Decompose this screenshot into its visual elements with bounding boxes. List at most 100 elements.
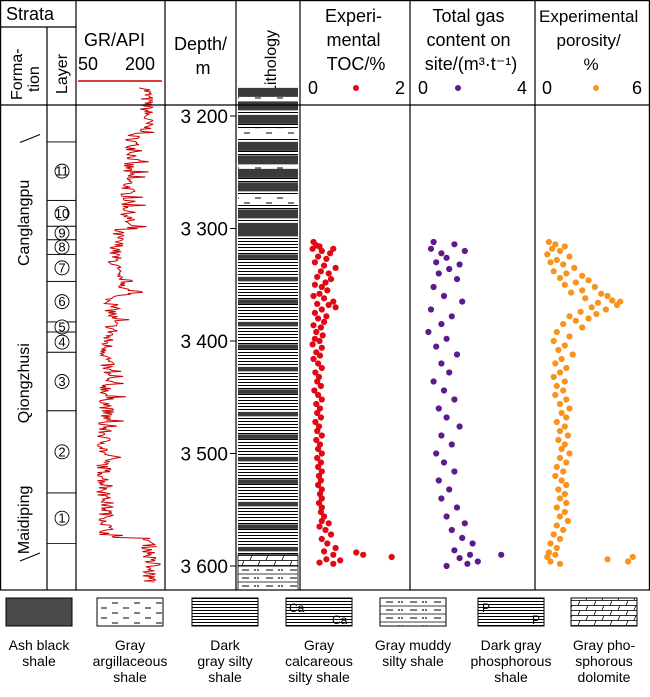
lithology-band [238,425,298,431]
gas-title: Total gas content on site/(m³·t⁻¹) [425,6,517,74]
scatter-point [563,396,570,403]
layer-number-circle [54,294,70,310]
scatter-point [317,414,324,421]
scatter-point [315,253,322,260]
scatter-point [561,281,568,288]
scatter-point [459,298,466,305]
layer-number-circle [54,163,70,179]
lithology-band [238,267,298,273]
lithology-band [238,326,298,332]
scatter-point [556,560,564,567]
lithology-band [238,447,298,453]
scatter-point [321,262,328,269]
layer-number: 9 [58,226,65,241]
lithology-band [238,299,298,305]
scatter-point [553,504,560,511]
lithology-band [238,150,298,156]
scatter-point [315,499,323,507]
scatter-point [337,557,344,564]
layer-number: 3 [58,374,65,389]
scatter-point [330,298,337,305]
lithology-band [238,231,298,237]
gr-max-label: 200 [125,54,155,74]
lithology-band [238,263,298,269]
scatter-point [448,441,455,448]
scatter-point [552,391,559,399]
gas-xmax-label: 4 [517,78,527,98]
formation-header-line2: tion [26,66,43,92]
legend-label-line: Gray [304,637,334,653]
scatter-point [553,418,560,426]
scatter-point [324,540,331,547]
legend-label-line: shale [113,669,147,685]
lithology-band [238,159,298,165]
scatter-point [438,495,445,502]
scatter-point [550,373,557,381]
tracks: 3 200 3 300 3 400 3 500 3 600 Canglangpu Qiong… [16,87,636,591]
scatter-point [585,315,592,322]
scatter-point [456,555,463,562]
lithology-band [238,218,298,224]
formation-label: Qiongzhusi [16,343,33,423]
legend-label: Dark gray silty shale [197,637,252,685]
lithology-band [238,492,298,498]
depth-title-line1: Depth/ [174,34,227,54]
scatter-point [566,333,573,340]
scatter-point [582,295,589,302]
scatter-point [579,287,586,294]
lithology-band [238,101,298,107]
legend-label-line: gray silty [197,653,252,669]
scatter-point [314,273,321,280]
gas-title-line3: site/(m³·t⁻¹) [425,54,517,74]
scatter-point [440,459,448,466]
lithology-band [238,141,298,147]
scatter-point [556,454,564,462]
lithology-band [238,488,298,494]
lithology-band [238,236,298,242]
scatter-point [438,321,445,328]
scatter-point [440,387,448,394]
lithology-band [238,420,298,426]
scatter-point [588,304,595,311]
scatter-point [561,342,568,349]
formation-boundary-mark [19,552,41,562]
por-legend-dot [593,85,599,91]
scatter-point [569,351,576,358]
scatter-point [438,360,445,367]
layer-header: Layer [54,53,71,94]
lithology-band [238,245,298,251]
scatter-point [443,254,450,261]
scatter-point [311,335,318,342]
lithology-band [238,132,298,138]
lithology-band [238,438,298,444]
gas-header: Total gas content on site/(m³·t⁻¹) 0 4 [418,6,527,98]
scatter-point [321,295,328,302]
scatter-point [433,450,440,457]
legend-label: Gray calcareous silty shale [285,637,353,685]
scatter-point [309,341,316,348]
legend-swatch [191,597,259,627]
por-title: Experimental porosity/ % [539,7,643,74]
scatter-point [311,281,318,288]
scatter-point [332,304,339,311]
scatter-point [552,472,559,480]
scatter-point [451,396,458,403]
lithology-band [238,510,298,516]
scatter-point [572,317,579,324]
scatter-point [318,468,325,475]
scatter-point [312,369,319,376]
scatter-point [318,450,325,457]
lithology-band [238,249,298,255]
scatter-point [430,283,437,291]
scatter-point [317,324,324,331]
scatter-point [448,313,455,320]
scatter-point [464,560,471,567]
toc-xmax-label: 2 [395,78,405,98]
layer-number-circle [54,319,70,335]
scatter-point [318,495,325,502]
layer-number: 11 [55,164,69,179]
layer-number: 6 [58,294,65,309]
scatter-point [330,245,337,252]
scatter-point [561,243,568,250]
scatter-point [425,328,432,336]
